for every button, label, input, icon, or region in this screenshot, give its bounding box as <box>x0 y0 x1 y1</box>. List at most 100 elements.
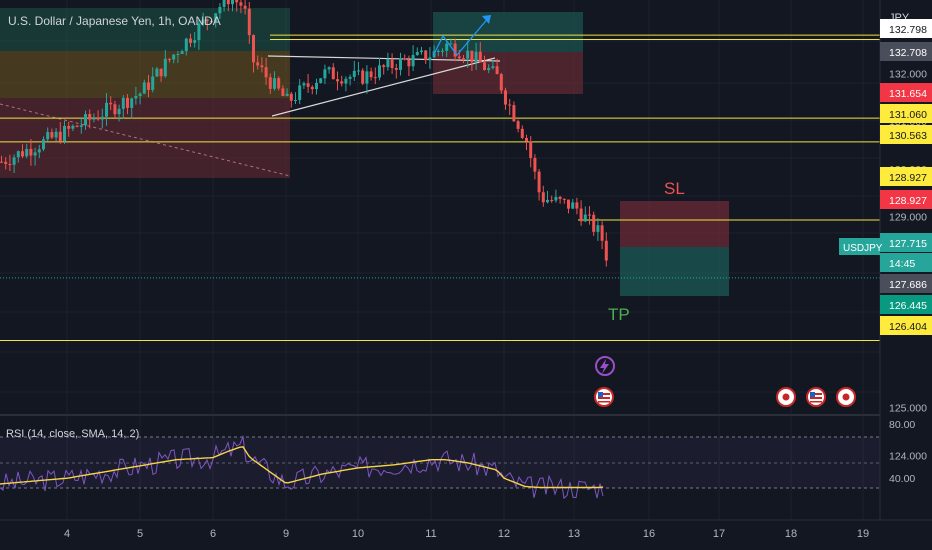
candle-body <box>407 59 411 67</box>
candle-body <box>289 93 293 101</box>
candle-body <box>596 225 600 232</box>
candle-body <box>495 66 499 75</box>
chart-title: U.S. Dollar / Japanese Yen, 1h, OANDA <box>8 14 221 28</box>
price-tick: 129.000 <box>889 212 927 224</box>
candle-body <box>478 51 482 63</box>
price-label: 131.060 <box>889 109 927 121</box>
candle-body <box>331 67 335 80</box>
time-axis-label: 13 <box>568 528 580 540</box>
candle-body <box>46 132 50 140</box>
candle-body <box>268 77 272 89</box>
candle-body <box>558 196 562 199</box>
candle-body <box>600 225 604 241</box>
candle-body <box>394 67 398 70</box>
candle-body <box>134 96 138 99</box>
price-label: 131.654 <box>889 88 927 100</box>
price-label-bg <box>880 253 932 272</box>
time-axis-label: 16 <box>643 528 655 540</box>
candle-body <box>42 139 45 150</box>
candle-body <box>37 149 41 153</box>
symbol-tag[interactable]: USDJPY <box>843 243 883 254</box>
candle-body <box>588 214 591 216</box>
candle-body <box>159 68 163 77</box>
lightning-event-icon[interactable] <box>595 356 615 376</box>
price-label-bg <box>880 274 932 293</box>
candle-body <box>512 105 516 122</box>
candle-body <box>386 59 390 68</box>
price-label: 128.927 <box>889 172 927 184</box>
candle-body <box>260 65 264 68</box>
price-label-bg <box>880 167 932 186</box>
time-axis-label: 17 <box>713 528 725 540</box>
candle-body <box>294 99 297 101</box>
us-flag-event-icon[interactable] <box>594 387 614 407</box>
candle-body <box>180 51 184 54</box>
candle-body <box>235 0 239 3</box>
candle-body <box>457 56 461 59</box>
candle-body <box>84 114 87 126</box>
candle-body <box>63 125 66 142</box>
candle-body <box>436 50 440 52</box>
zone-top-teal <box>433 12 583 52</box>
candle-body <box>226 0 230 5</box>
candle-body <box>541 192 545 203</box>
price-label: 130.563 <box>889 130 927 142</box>
candle-body <box>546 199 549 203</box>
candle-body <box>184 38 188 52</box>
candle-body <box>428 57 432 61</box>
price-label-bg <box>880 104 932 123</box>
candle-body <box>33 152 37 156</box>
sl-label: SL <box>664 179 685 198</box>
candle-body <box>361 70 365 84</box>
price-labels: 132.798 132.708 131.654 131.060 130.563 128.9… <box>880 19 932 335</box>
price-label: 132.708 <box>889 47 927 59</box>
candle-body <box>210 21 213 23</box>
candle-body <box>449 43 453 45</box>
candle-body <box>147 82 150 90</box>
candle-body <box>205 19 209 22</box>
candle-body <box>420 50 423 53</box>
price-label-bg <box>880 19 932 38</box>
candle-body <box>315 82 318 90</box>
grid <box>0 0 880 520</box>
candle-body <box>336 79 339 82</box>
candle-body <box>369 71 373 78</box>
price-label: 127.715 <box>889 238 927 250</box>
candle-body <box>483 62 486 71</box>
candle-body <box>302 83 306 86</box>
price-tick: 124.000 <box>889 450 927 462</box>
candle-body <box>8 163 12 165</box>
candle-body <box>462 58 465 60</box>
price-tick: 132.000 <box>889 68 927 80</box>
candle-body <box>277 78 281 89</box>
candle-body <box>474 51 478 63</box>
candle-body <box>310 86 314 90</box>
candle-body <box>281 88 285 96</box>
price-label: 127.686 <box>889 279 927 291</box>
candle-body <box>71 125 75 129</box>
target-event-icon[interactable] <box>776 387 796 407</box>
candle-body <box>109 102 113 105</box>
candle-body <box>348 76 352 79</box>
dashed-trend-line <box>0 103 291 177</box>
candle-body <box>445 43 449 51</box>
candle-body <box>298 85 302 100</box>
candle-body <box>340 81 344 84</box>
us-flag-event-icon[interactable] <box>806 387 826 407</box>
time-axis-label: 6 <box>210 528 216 540</box>
candle-body <box>197 23 201 41</box>
candle-body <box>222 0 226 7</box>
candle-body <box>92 118 96 120</box>
candle-body <box>239 2 243 6</box>
price-label: 126.445 <box>889 300 927 312</box>
candle-body <box>58 131 62 142</box>
candle-body <box>344 78 348 84</box>
target-event-icon[interactable] <box>836 387 856 407</box>
candle-body <box>520 128 524 138</box>
projection-arrow-head <box>482 15 491 24</box>
candle-body <box>189 38 192 43</box>
candle-body <box>415 52 419 55</box>
candle-body <box>567 199 570 209</box>
time-axis-label: 12 <box>498 528 510 540</box>
